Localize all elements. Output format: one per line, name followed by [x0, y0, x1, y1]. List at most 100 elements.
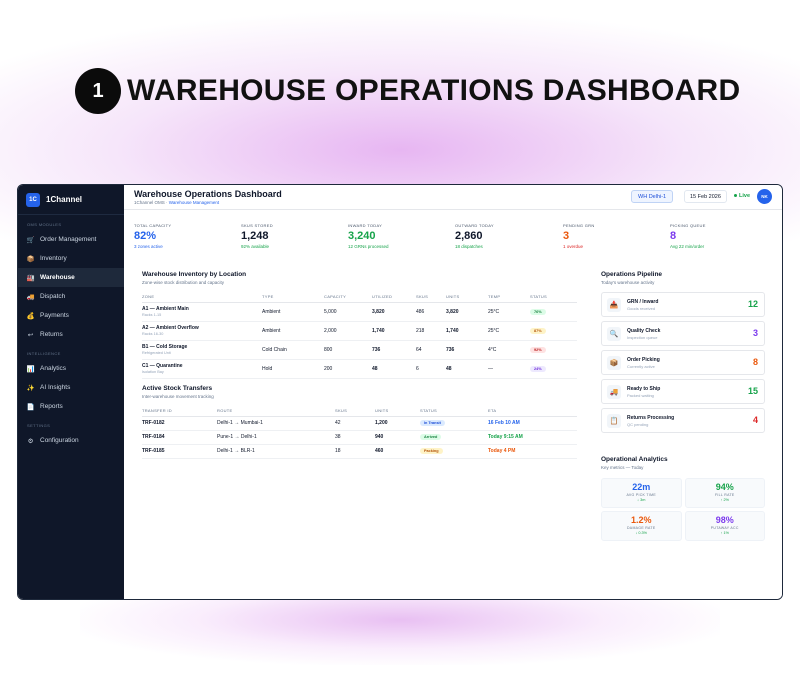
headline-title: WAREHOUSE OPERATIONS DASHBOARD [127, 74, 741, 107]
sidebar-item-ai-insights[interactable]: ✨ AI Insights [18, 378, 124, 397]
sidebar-item-label: Order Management [40, 236, 97, 243]
sidebar-item-warehouse[interactable]: 🏭 Warehouse [18, 268, 124, 287]
sidebar-item-label: Reports [40, 403, 63, 410]
pipeline-card[interactable]: 📥 GRN / Inward Goods received 12 [601, 292, 765, 317]
type-cell: Ambient [262, 302, 324, 322]
sidebar-item-label: Configuration [40, 437, 79, 444]
column-header: TEMP [488, 292, 530, 303]
sidebar-item-label: Returns [40, 331, 63, 338]
pipeline-card[interactable]: 📋 Returns Processing QC pending 4 [601, 408, 765, 433]
table-row[interactable]: B1 — Cold Storage Refrigerated Unit Cold C… [142, 340, 577, 360]
units-cell: 48 [446, 359, 488, 379]
sidebar-item-label: Dispatch [40, 293, 66, 300]
temp-cell: — [488, 359, 530, 379]
sidebar-item-payments[interactable]: 💰 Payments [18, 306, 124, 325]
status-cell: Arrived [420, 430, 488, 445]
pipeline-card[interactable]: 📦 Order Picking Currently active 8 [601, 350, 765, 375]
zone-name: A1 — Ambient Main [142, 306, 189, 312]
pipeline-card[interactable]: 🔍 Quality Check Inspection queue 3 [601, 321, 765, 346]
capacity-cell: 5,000 [324, 302, 372, 322]
sidebar-item-analytics[interactable]: 📊 Analytics [18, 359, 124, 378]
zone-name: C1 — Quarantine [142, 363, 183, 369]
pipeline-stage-name: Order Picking [627, 357, 660, 363]
warehouse-selector[interactable]: WH Delhi-1 [631, 190, 674, 203]
utilized-cell: 736 [372, 340, 416, 360]
inbound-icon: 📥 [607, 298, 621, 312]
sidebar-item-inventory[interactable]: 📦 Inventory [18, 249, 124, 268]
units-cell: 460 [375, 444, 420, 459]
sidebar-item-configuration[interactable]: ⚙ Configuration [18, 431, 124, 450]
status-cell: In Transit [420, 416, 488, 431]
kpi-label: SKUS STORED [241, 223, 273, 228]
transfer-id-cell: TRF-0184 [142, 430, 217, 445]
metric-card: 98% PUTAWAY ACC ↑ 1% [684, 511, 765, 541]
metric-card: 94% FILL RATE ↑ 2% [684, 478, 765, 508]
skus-cell: 42 [335, 416, 375, 431]
kpi-value: 2,860 [455, 230, 483, 242]
units-cell: 3,820 [446, 302, 488, 322]
live-dot-icon [734, 194, 737, 198]
table-row[interactable]: TRF-0185 Delhi-1 → BLR-1 18 460 Packing Today… [142, 444, 577, 459]
temp-cell: 4°C [488, 340, 530, 360]
kpi-card: PICKING QUEUE 8 Avg 22 min/order [670, 223, 770, 249]
inventory-subtitle: Zone-wise stock distribution and capacit… [142, 280, 225, 285]
sidebar-item-order-management[interactable]: 🛒 Order Management [18, 230, 124, 249]
zone-name: A2 — Ambient Overflow [142, 325, 199, 331]
sidebar-item-dispatch[interactable]: 🚚 Dispatch [18, 287, 124, 306]
table-row[interactable]: A1 — Ambient Main Racks 1-15 Ambient 5,000 3… [142, 302, 577, 322]
breadcrumb-root[interactable]: 1Channel OMS · [134, 200, 168, 205]
kpi-label: PICKING QUEUE [670, 223, 706, 228]
table-row[interactable]: TRF-0182 Delhi-1 → Mumbai-1 42 1,200 In Tran… [142, 416, 577, 431]
date-chip[interactable]: 15 Feb 2026 [684, 190, 727, 203]
kpi-card: SKUS STORED 1,248 92% available [241, 223, 341, 249]
type-cell: Hold [262, 359, 324, 379]
units-cell: 940 [375, 430, 420, 445]
zone-subtext: Racks 16-30 [142, 332, 164, 336]
kpi-label: PENDING GRN [563, 223, 595, 228]
pipeline-card[interactable]: 🚚 Ready to Ship Packed waiting 15 [601, 379, 765, 404]
eta-cell: Today 9:15 AM [488, 430, 577, 445]
forklift-icon: 🚚 [607, 385, 621, 399]
column-header: ROUTE [217, 406, 335, 417]
brand-name: 1Channel [46, 195, 83, 204]
status-cell: 87% [530, 321, 577, 341]
brand-logo: 1C [26, 192, 40, 207]
money-icon: 💰 [26, 312, 35, 320]
sidebar-item-returns[interactable]: ↩ Returns [18, 325, 124, 344]
column-header: STATUS [420, 406, 488, 417]
avatar[interactable]: NK [757, 189, 772, 204]
chart-icon: 📊 [26, 365, 35, 373]
zone-cell: C1 — Quarantine Isolation Bay [142, 359, 262, 379]
pipeline-count: 15 [747, 386, 758, 396]
transfer-id-cell: TRF-0182 [142, 416, 217, 431]
pipeline-count: 3 [752, 328, 758, 338]
analytics-grid: 22m AVG PICK TIME ↓ 3m 94% FILL RATE ↑ 2% 1.2%… [601, 478, 765, 541]
table-row[interactable]: C1 — Quarantine Isolation Bay Hold 200 48 6 48… [142, 359, 577, 379]
inventory-table: ZONE TYPE CAPACITY UTILIZED SKUS UNITS TEMP STA… [142, 292, 577, 379]
brand[interactable]: 1C 1Channel [18, 185, 124, 215]
utilized-cell: 3,820 [372, 302, 416, 322]
clipboard-icon: 📋 [607, 414, 621, 428]
skus-cell: 38 [335, 430, 375, 445]
metric-delta: ↓ 0.3% [635, 531, 648, 535]
sidebar-item-label: Payments [40, 312, 69, 319]
transfers-header-row: TRANSFER ID ROUTE SKUS UNITS STATUS ETA [142, 406, 577, 417]
pipeline-list: 📥 GRN / Inward Goods received 12 🔍 Quality Ch… [601, 292, 765, 437]
temp-cell: 25°C [488, 302, 530, 322]
type-cell: Cold Chain [262, 340, 324, 360]
metric-label: AVG PICK TIME [626, 493, 656, 497]
zone-cell: B1 — Cold Storage Refrigerated Unit [142, 340, 262, 360]
skus-cell: 6 [416, 359, 446, 379]
kpi-label: TOTAL CAPACITY [134, 223, 172, 228]
kpi-value: 82% [134, 230, 157, 242]
column-header: TYPE [262, 292, 324, 303]
metric-delta: ↓ 3m [637, 498, 646, 502]
truck-icon: 🚚 [26, 293, 35, 301]
table-row[interactable]: A2 — Ambient Overflow Racks 16-30 Ambient 2… [142, 321, 577, 341]
live-label: Live [739, 193, 751, 199]
sidebar-item-reports[interactable]: 📄 Reports [18, 397, 124, 416]
metric-value: 94% [715, 482, 734, 492]
metric-label: DAMAGE RATE [626, 526, 656, 530]
transfers-table: TRANSFER ID ROUTE SKUS UNITS STATUS ETA TRF-0… [142, 406, 577, 459]
table-row[interactable]: TRF-0184 Pune-1 → Delhi-1 38 940 Arrived Toda… [142, 430, 577, 445]
